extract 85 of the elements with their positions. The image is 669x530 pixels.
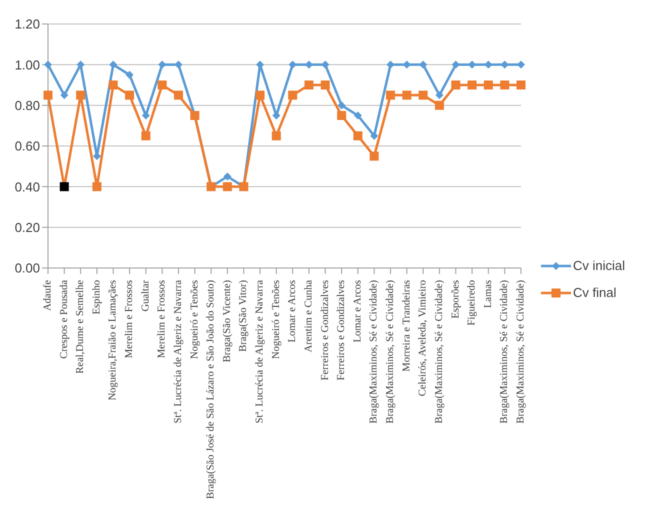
point [500,60,509,69]
point [141,131,150,140]
x-tick-label: Stª. Lucrécia de Algeriz e Navarra [172,280,184,424]
point [386,90,396,100]
y-tick-label: 0.60 [14,138,40,154]
y-tick-label: 0.40 [14,179,40,194]
x-tick-label: Esporões [450,280,462,318]
x-tick-label: Merelim e Frossos [124,280,136,358]
point [419,60,428,69]
point [60,182,69,192]
point [338,101,346,110]
x-tick-label: Real,Dume e Semelhe [75,280,86,374]
point [142,112,150,120]
point [256,90,265,100]
point [222,182,232,192]
point [272,131,281,140]
point [109,60,118,69]
point [484,80,493,90]
x-tick-label: Nogueiró e Tenões [270,280,282,359]
point [223,172,232,180]
x-tick-label: Braga(São José de São Lázaro e São João do Souto) [206,280,217,499]
point [353,131,362,140]
x-tick-label: Braga(Maximinos, Sé e Cividade) [499,280,510,424]
point [402,90,412,100]
point [158,60,166,69]
point [434,100,444,110]
point [288,60,297,69]
x-tick-label: Braga(São Vicente) [222,280,233,362]
point [92,182,102,192]
point [108,80,118,90]
point [484,60,492,69]
point [418,90,428,100]
x-tick-label: Braga(São Vitor) [238,280,250,352]
x-tick-label: Gualtar [140,280,152,312]
x-tick-label: Ferreiros e Gondizalves [336,280,348,380]
x-tick-label: Lamas [482,280,494,308]
legend-label: Cv final [573,285,616,300]
x-tick-label: Nogueira,Fraião e Lamaçães [108,280,119,400]
x-tick-label: Figueiredo [466,280,478,326]
point [337,111,346,120]
point [44,90,52,100]
x-tick-label: Nogueiró e Tenões [189,280,200,359]
point [516,80,526,90]
y-tick-label: 0.20 [14,220,40,235]
legend-label: Cv inicial [573,258,626,273]
x-tick-label: Adaufe [42,280,54,311]
point [44,60,52,69]
x-tick-label: Braga(Maximinos, Sé e Cividade) [516,280,526,424]
point [500,80,510,90]
x-tick-label: Crespos e Pousada [58,280,70,359]
x-tick-label: Merelim e Frossos [156,280,168,358]
y-tick-label: 0.80 [14,98,40,113]
y-tick-label: 1.00 [14,57,40,72]
point [451,80,460,90]
x-tick-label: Braga(Maximinos, Sé e Cividade) [385,280,396,424]
point [125,90,134,100]
x-tick-label: Espinho [91,280,102,314]
point [320,80,330,90]
x-tick-label: Morreira e Trandeiras [401,280,412,372]
point [452,60,460,69]
point [126,70,134,79]
point [354,112,362,120]
x-tick-label: Ferreiros e Gondizalves [320,280,331,380]
x-tick-label: Lomar e Arcos [287,280,298,342]
point [288,90,298,100]
point [370,132,378,140]
x-tick-label: Braga(Maximinos, Sé e Cividade) [368,280,380,424]
x-tick-label: Celeirós, Aveleda, Vimieiro [418,280,429,396]
x-tick-label: Braga(Maximinos, Sé e Cividade) [434,280,445,424]
x-tick-label: Lomar e Arcos [352,280,364,342]
point [435,91,444,100]
point [517,60,525,69]
point [321,60,330,69]
point [174,90,183,100]
y-tick-label: 1.20 [14,16,40,32]
point [402,60,411,69]
point [304,80,314,90]
point [370,152,379,161]
point [60,91,68,100]
x-tick-label: Stª. Lucrécia de Algeriz e Navarra [254,280,266,424]
y-tick-label: 0.00 [14,260,40,276]
point [468,80,477,90]
point [158,80,167,90]
x-tick-label: Arentim e Cunha [303,280,314,352]
point [76,90,86,100]
